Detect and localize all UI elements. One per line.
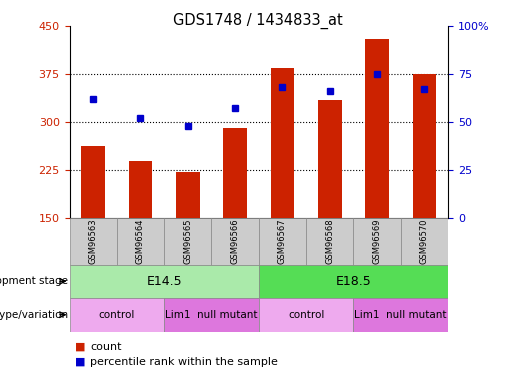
Text: GSM96565: GSM96565	[183, 219, 192, 264]
Text: GSM96569: GSM96569	[372, 219, 382, 264]
Text: ■: ■	[75, 357, 85, 367]
Text: count: count	[90, 342, 122, 352]
Text: GSM96567: GSM96567	[278, 218, 287, 264]
Bar	[259, 265, 448, 298]
Bar	[365, 39, 389, 218]
Bar	[259, 217, 306, 265]
Bar	[270, 68, 294, 218]
Text: E18.5: E18.5	[336, 275, 371, 288]
Text: Lim1  null mutant: Lim1 null mutant	[165, 310, 258, 320]
Text: control: control	[99, 310, 135, 320]
Text: ■: ■	[75, 342, 85, 352]
Bar	[70, 298, 164, 332]
Bar	[129, 161, 152, 218]
Text: GSM96566: GSM96566	[231, 218, 239, 264]
Text: genotype/variation: genotype/variation	[0, 310, 68, 320]
Text: GSM96563: GSM96563	[89, 218, 98, 264]
Text: GSM96568: GSM96568	[325, 218, 334, 264]
Bar	[318, 100, 341, 218]
Text: GDS1748 / 1434833_at: GDS1748 / 1434833_at	[173, 13, 342, 29]
Bar	[353, 217, 401, 265]
Text: GSM96570: GSM96570	[420, 219, 429, 264]
Bar	[212, 217, 259, 265]
Bar	[81, 146, 105, 218]
Bar	[164, 217, 212, 265]
Text: E14.5: E14.5	[146, 275, 182, 288]
Bar	[117, 217, 164, 265]
Text: control: control	[288, 310, 324, 320]
Text: Lim1  null mutant: Lim1 null mutant	[354, 310, 447, 320]
Text: percentile rank within the sample: percentile rank within the sample	[90, 357, 278, 367]
Bar	[401, 217, 448, 265]
Text: development stage: development stage	[0, 276, 68, 286]
Bar	[70, 217, 117, 265]
Bar	[259, 298, 353, 332]
Bar	[70, 265, 259, 298]
Bar	[353, 298, 448, 332]
Bar	[164, 298, 259, 332]
Bar	[306, 217, 353, 265]
Text: GSM96564: GSM96564	[136, 219, 145, 264]
Bar	[224, 128, 247, 217]
Bar	[176, 172, 200, 217]
Bar	[413, 74, 436, 217]
